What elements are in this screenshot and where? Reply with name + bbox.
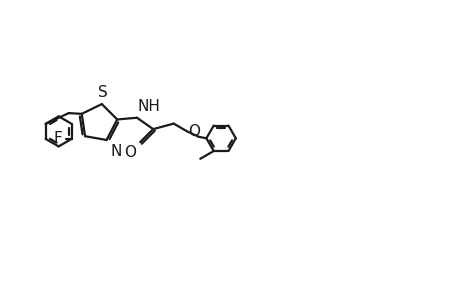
Text: O: O	[123, 145, 135, 160]
Text: NH: NH	[137, 99, 160, 114]
Text: S: S	[97, 85, 107, 100]
Text: O: O	[188, 124, 200, 139]
Text: F: F	[54, 131, 62, 146]
Text: N: N	[110, 144, 121, 159]
